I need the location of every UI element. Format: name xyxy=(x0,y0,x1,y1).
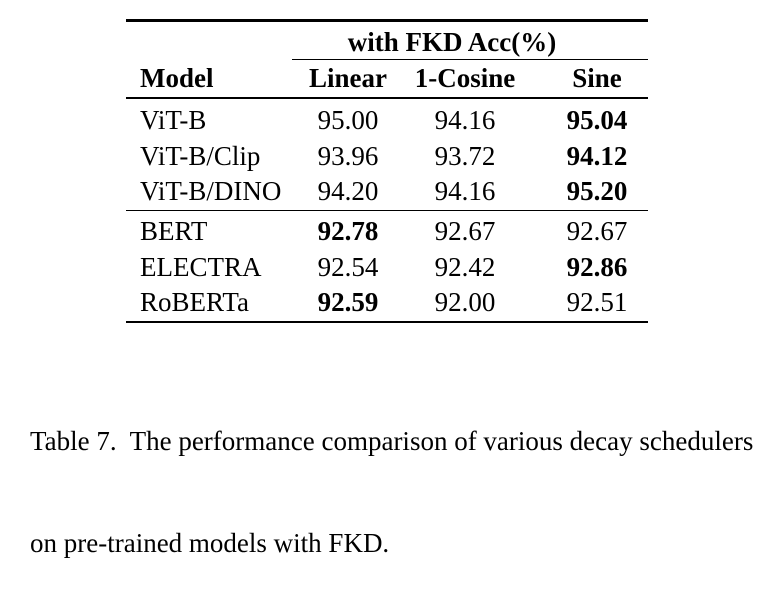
span-header-row: with FKD Acc(%) xyxy=(126,22,648,60)
cmidrule xyxy=(292,58,648,60)
cell-sine: 92.51 xyxy=(566,287,628,318)
results-table: with FKD Acc(%) Model Linear 1-Cosine Si… xyxy=(126,19,648,324)
table-group-lm: BERT 92.78 92.67 92.67 ELECTRA 92.54 92.… xyxy=(126,211,648,321)
col-header-model: Model xyxy=(140,63,214,93)
rule-top xyxy=(126,19,648,22)
rule-group-divider xyxy=(126,210,648,212)
cell-model: ELECTRA xyxy=(140,251,262,282)
cell-linear: 92.59 xyxy=(317,287,379,318)
rule-below-header xyxy=(126,96,648,99)
caption-line-1: Table 7. The performance comparison of v… xyxy=(30,426,754,456)
cell-model: BERT xyxy=(140,216,208,247)
caption-line-2: on pre-trained models with FKD. xyxy=(30,528,390,558)
col-header-cosine: 1-Cosine xyxy=(414,63,516,93)
fkd-acc-span-header: with FKD Acc(%) xyxy=(347,26,557,57)
table-header-row: Model Linear 1-Cosine Sine xyxy=(126,60,648,97)
table-row: ViT-B/DINO 94.20 94.16 95.20 xyxy=(126,174,648,210)
col-header-sine: Sine xyxy=(572,63,622,93)
cell-linear: 94.20 xyxy=(317,176,379,206)
cell-linear: 93.96 xyxy=(317,140,379,171)
cell-cosine: 92.67 xyxy=(434,216,496,247)
cell-sine: 94.12 xyxy=(566,140,628,171)
cell-cosine: 92.42 xyxy=(434,251,496,282)
table-row: BERT 92.78 92.67 92.67 xyxy=(126,214,648,250)
cell-linear: 95.00 xyxy=(317,105,379,135)
cell-sine: 95.04 xyxy=(566,105,628,135)
cell-cosine: 92.00 xyxy=(434,287,496,318)
rule-bottom xyxy=(126,320,648,324)
table-row: ViT-B 95.00 94.16 95.04 xyxy=(126,103,648,139)
cell-model: ViT-B xyxy=(140,105,207,135)
cell-sine: 92.86 xyxy=(566,251,628,282)
table-group-vit: ViT-B 95.00 94.16 95.04 ViT-B/Clip 93.96… xyxy=(126,99,648,210)
cell-model: ViT-B/Clip xyxy=(140,140,261,171)
table-caption: Table 7. The performance comparison of v… xyxy=(30,356,770,594)
cell-cosine: 93.72 xyxy=(434,140,496,171)
cell-sine: 95.20 xyxy=(566,176,628,206)
cell-model: ViT-B/DINO xyxy=(140,176,282,206)
table-row: RoBERTa 92.59 92.00 92.51 xyxy=(126,285,648,321)
cell-cosine: 94.16 xyxy=(434,105,496,135)
col-header-linear: Linear xyxy=(309,63,387,93)
cell-linear: 92.54 xyxy=(317,251,379,282)
table-row: ViT-B/Clip 93.96 93.72 94.12 xyxy=(126,139,648,175)
table-row: ELECTRA 92.54 92.42 92.86 xyxy=(126,250,648,286)
cell-model: RoBERTa xyxy=(140,287,249,318)
cell-cosine: 94.16 xyxy=(434,176,496,206)
cell-sine: 92.67 xyxy=(566,216,628,247)
cell-linear: 92.78 xyxy=(317,216,379,247)
